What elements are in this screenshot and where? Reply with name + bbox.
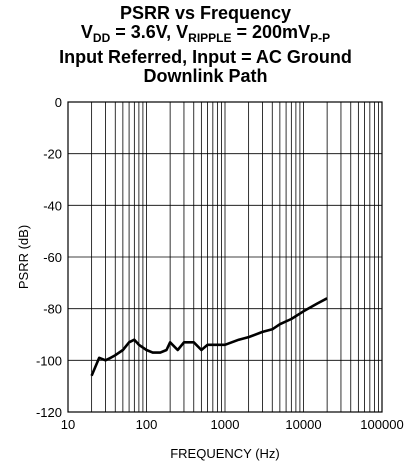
psrr-series-line — [90, 297, 328, 377]
tick-labels: 10 100 1000 10000 100000 0 -20 -40 -60 -80 -100 -12… — [36, 95, 404, 432]
vdd-subscript: DD — [92, 31, 111, 45]
chart-title: PSRR vs Frequency VDD = 3.6V, VRIPPLE = … — [0, 4, 411, 86]
x-tick-label: 100000 — [360, 417, 403, 432]
vdd-value: = 3.6V, — [110, 22, 177, 42]
plot-frame — [67, 101, 383, 413]
y-tick-label: -40 — [43, 198, 62, 213]
y-axis-label: PSRR (dB) — [16, 225, 31, 289]
title-line-3: Input Referred, Input = AC Ground — [59, 47, 352, 67]
x-tick-label: 1000 — [211, 417, 240, 432]
pp-subscript: P-P — [310, 31, 331, 45]
x-tick-label: 10 — [61, 417, 75, 432]
x-tick-label: 100 — [136, 417, 158, 432]
y-tick-label: -100 — [36, 353, 62, 368]
x-axis-label: FREQUENCY (Hz) — [170, 446, 280, 461]
title-line-4: Downlink Path — [143, 66, 268, 86]
y-tick-label: -80 — [43, 302, 62, 317]
y-tick-label: -120 — [36, 405, 62, 420]
x-tick-label: 10000 — [285, 417, 321, 432]
y-tick-label: -60 — [43, 250, 62, 265]
y-tick-label: 0 — [55, 95, 62, 110]
title-line-1: PSRR vs Frequency — [119, 3, 292, 23]
grid — [68, 102, 382, 412]
vripple-value: = 200mV — [231, 22, 311, 42]
vripple-symbol: V — [176, 22, 189, 42]
title-line-2: VDD = 3.6V, VRIPPLE = 200mVP-P — [0, 23, 411, 48]
plot-border — [67, 101, 383, 413]
y-tick-label: -20 — [43, 147, 62, 162]
vripple-subscript: RIPPLE — [188, 31, 232, 45]
vdd-symbol: V — [80, 22, 93, 42]
series-layer — [90, 297, 328, 377]
